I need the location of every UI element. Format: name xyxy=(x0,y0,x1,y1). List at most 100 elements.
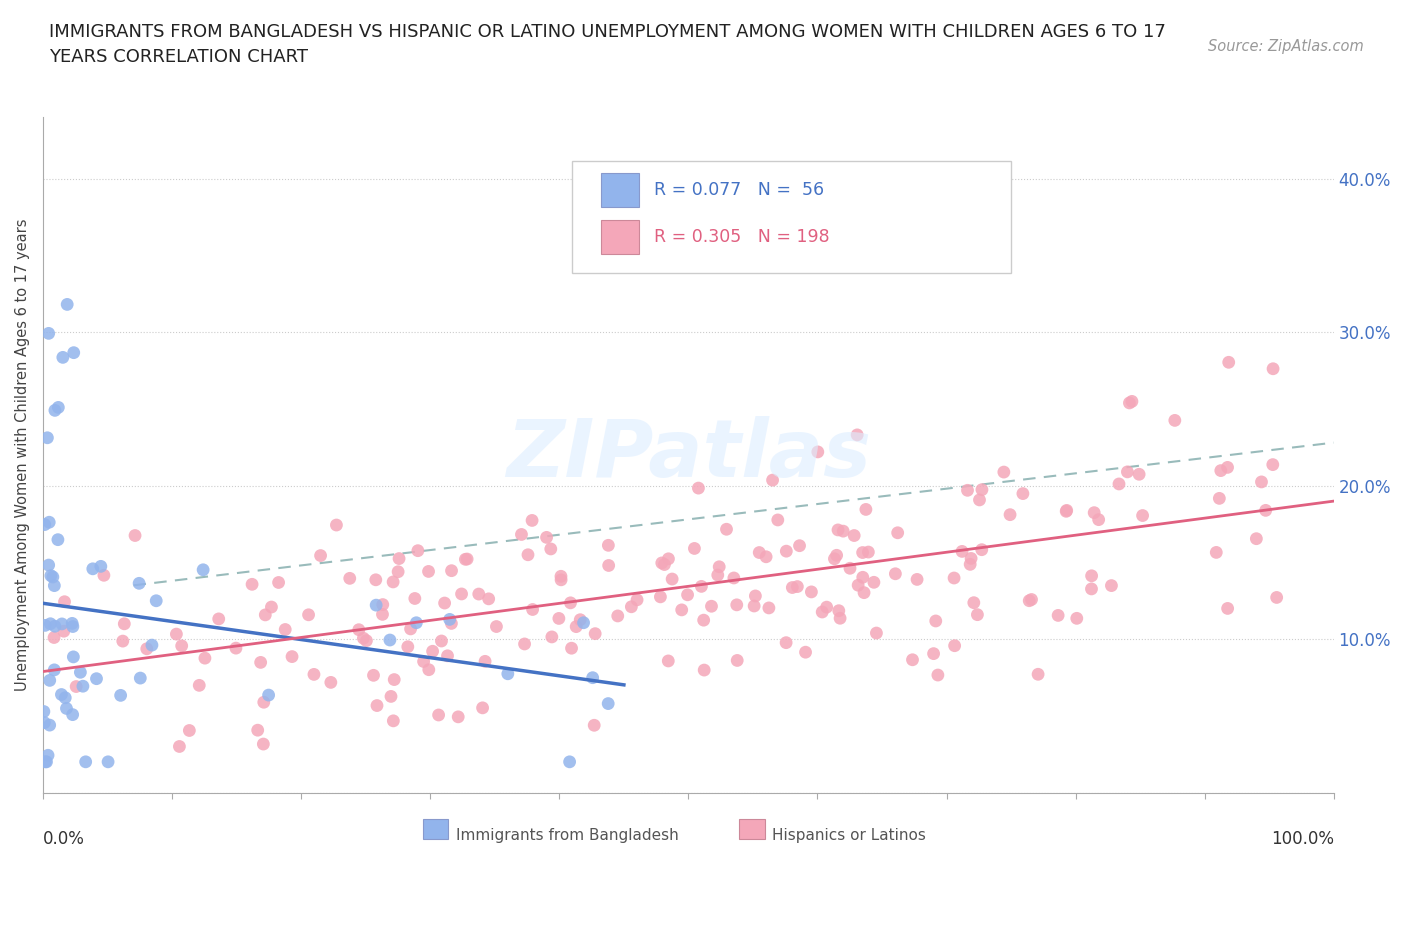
Point xyxy=(169,739,191,754)
Point xyxy=(823,551,845,566)
Point xyxy=(69,665,91,680)
Point xyxy=(485,619,508,634)
Point xyxy=(943,638,966,653)
Point xyxy=(1012,486,1035,501)
Point xyxy=(620,599,643,614)
Point xyxy=(246,723,269,737)
Point xyxy=(124,528,146,543)
Point xyxy=(766,512,789,527)
Point xyxy=(274,622,297,637)
Point xyxy=(692,613,714,628)
Point xyxy=(550,572,572,587)
Point xyxy=(598,697,620,711)
Point xyxy=(560,595,582,610)
Point xyxy=(828,604,851,618)
Point xyxy=(922,646,945,661)
Point xyxy=(110,688,132,703)
Point xyxy=(725,653,748,668)
Point xyxy=(1083,505,1105,520)
Point xyxy=(1265,590,1288,604)
Point xyxy=(352,631,374,645)
Point xyxy=(970,542,993,557)
FancyBboxPatch shape xyxy=(600,220,640,254)
Point xyxy=(1099,578,1122,593)
Point xyxy=(886,525,908,540)
Point xyxy=(456,551,478,566)
Point xyxy=(37,748,59,763)
Point xyxy=(38,718,60,733)
Point xyxy=(671,603,693,618)
Point xyxy=(52,350,75,365)
Point xyxy=(42,630,65,644)
Point xyxy=(758,601,780,616)
Point xyxy=(855,502,877,517)
Point xyxy=(558,754,581,769)
Point xyxy=(1216,460,1239,475)
Point xyxy=(339,571,361,586)
Point xyxy=(839,561,862,576)
Point xyxy=(253,695,276,710)
Point xyxy=(853,585,876,600)
Point xyxy=(520,513,543,528)
Point xyxy=(75,754,97,769)
Point xyxy=(37,431,59,445)
Point xyxy=(297,607,319,622)
Point xyxy=(598,558,620,573)
Point xyxy=(97,754,120,769)
Point xyxy=(35,754,58,769)
Point xyxy=(380,689,402,704)
Point xyxy=(302,667,325,682)
Point xyxy=(53,690,76,705)
Point xyxy=(583,626,606,641)
Point xyxy=(510,527,533,542)
Point xyxy=(412,654,434,669)
Point xyxy=(38,673,60,688)
Point xyxy=(366,598,388,613)
Point xyxy=(858,545,880,560)
Point xyxy=(387,565,409,579)
Point xyxy=(62,707,84,722)
Point xyxy=(1164,413,1187,428)
Point xyxy=(572,616,595,631)
Point xyxy=(1066,611,1088,626)
Point xyxy=(661,572,683,587)
Point xyxy=(252,737,274,751)
FancyBboxPatch shape xyxy=(600,173,640,207)
Point xyxy=(440,616,463,631)
Point xyxy=(44,578,66,593)
Point xyxy=(901,652,924,667)
Point xyxy=(34,618,56,632)
Point xyxy=(427,708,450,723)
Point xyxy=(454,551,477,566)
FancyBboxPatch shape xyxy=(572,161,1011,272)
Point xyxy=(998,507,1021,522)
Point xyxy=(1132,508,1154,523)
Point xyxy=(170,638,193,653)
Point xyxy=(852,545,875,560)
Point xyxy=(927,668,949,683)
Point xyxy=(540,630,562,644)
Point xyxy=(38,326,60,340)
Point xyxy=(325,518,347,533)
Text: 0.0%: 0.0% xyxy=(44,830,86,847)
Point xyxy=(72,679,94,694)
Point xyxy=(827,523,849,538)
Point xyxy=(145,593,167,608)
Point xyxy=(761,472,783,487)
Point xyxy=(1246,531,1268,546)
Point xyxy=(42,569,65,584)
Point xyxy=(281,649,304,664)
Point xyxy=(657,551,679,566)
Point xyxy=(830,611,852,626)
Point xyxy=(569,612,592,627)
Point xyxy=(38,558,60,573)
Text: R = 0.305   N = 198: R = 0.305 N = 198 xyxy=(654,229,830,246)
Point xyxy=(378,632,401,647)
Point xyxy=(436,648,458,663)
Point xyxy=(683,541,706,556)
Point xyxy=(240,577,263,591)
Text: Hispanics or Latinos: Hispanics or Latinos xyxy=(772,829,927,844)
Point xyxy=(744,589,766,604)
Point xyxy=(46,400,69,415)
Point xyxy=(194,651,217,666)
